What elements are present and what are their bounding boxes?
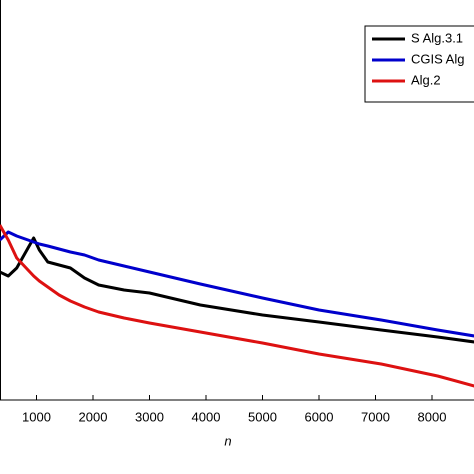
line-series bbox=[0, 230, 474, 338]
x-tick-label: 6000 bbox=[305, 409, 334, 424]
x-tick-label: 1000 bbox=[22, 409, 51, 424]
line-series bbox=[0, 236, 474, 344]
x-tick-label: 5000 bbox=[248, 409, 277, 424]
x-axis-label: n bbox=[224, 433, 231, 448]
x-tick-label: 8000 bbox=[418, 409, 447, 424]
legend-label: Alg.2 bbox=[411, 72, 441, 87]
x-tick-label: 4000 bbox=[192, 409, 221, 424]
x-tick-label: 2000 bbox=[79, 409, 108, 424]
x-tick-label: 3000 bbox=[135, 409, 164, 424]
x-tick-label: 7000 bbox=[361, 409, 390, 424]
legend-label: CGIS Alg bbox=[411, 51, 464, 66]
legend-label: S Alg.3.1 bbox=[411, 30, 463, 45]
line-series bbox=[0, 224, 474, 388]
